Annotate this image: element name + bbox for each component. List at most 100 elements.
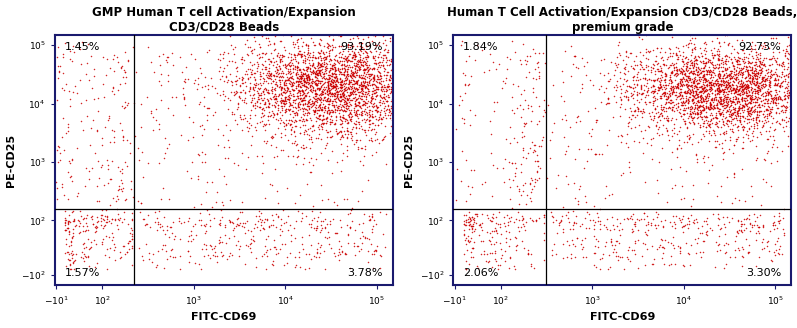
Point xyxy=(751,79,764,85)
Point xyxy=(720,74,732,80)
Point xyxy=(696,100,709,105)
Point xyxy=(763,128,775,133)
Point xyxy=(690,94,703,100)
Point xyxy=(519,219,532,224)
Point xyxy=(398,72,411,78)
Point xyxy=(521,102,534,108)
Point xyxy=(704,106,717,111)
Point xyxy=(687,89,700,94)
Point xyxy=(732,65,745,71)
Point xyxy=(110,198,123,204)
Point xyxy=(746,79,759,84)
Point xyxy=(668,102,681,108)
Point xyxy=(790,133,797,139)
Point xyxy=(752,83,764,88)
Point xyxy=(356,67,369,72)
Point xyxy=(380,87,393,92)
Point xyxy=(665,70,678,75)
Point xyxy=(308,90,321,95)
Point xyxy=(571,236,583,241)
Point xyxy=(506,108,519,113)
Point xyxy=(342,103,355,109)
Point xyxy=(689,236,701,241)
Point xyxy=(717,65,729,70)
Point xyxy=(288,52,300,58)
Point xyxy=(308,93,321,99)
Point xyxy=(379,93,392,98)
Point xyxy=(245,236,257,241)
Point xyxy=(648,88,661,93)
Point xyxy=(306,123,319,129)
Point xyxy=(145,59,158,65)
Point xyxy=(787,84,797,90)
Point xyxy=(561,238,574,244)
Point xyxy=(153,53,166,59)
Point xyxy=(778,66,791,72)
Point xyxy=(713,94,726,99)
Point xyxy=(327,44,340,50)
Point xyxy=(366,108,379,113)
Point xyxy=(790,95,797,100)
Point xyxy=(745,224,758,229)
Point xyxy=(720,56,732,61)
Point xyxy=(690,91,703,96)
Point xyxy=(265,81,277,86)
Point xyxy=(275,148,288,153)
Point xyxy=(512,83,524,89)
Point xyxy=(681,126,693,131)
Point xyxy=(528,183,540,189)
Point xyxy=(369,88,382,93)
Point xyxy=(710,114,723,119)
Point xyxy=(736,124,749,129)
Point xyxy=(392,89,405,94)
Point xyxy=(526,186,539,192)
Point xyxy=(340,127,353,132)
Point xyxy=(319,225,332,230)
Point xyxy=(458,82,471,87)
Point xyxy=(748,122,760,127)
Point xyxy=(763,105,775,110)
Point xyxy=(752,225,765,230)
Point xyxy=(359,78,371,83)
Point xyxy=(402,37,414,42)
Point xyxy=(247,95,260,101)
Point xyxy=(411,57,424,62)
Point xyxy=(368,249,381,254)
Point xyxy=(245,72,258,77)
Point xyxy=(249,125,261,130)
Point xyxy=(254,54,267,59)
Point xyxy=(675,89,688,94)
Point xyxy=(740,103,753,108)
Point xyxy=(253,73,266,78)
Point xyxy=(367,89,379,94)
Point xyxy=(289,123,301,129)
Point xyxy=(655,244,668,250)
Point xyxy=(79,183,92,188)
Point xyxy=(256,98,269,103)
Point xyxy=(180,65,193,70)
Point xyxy=(389,104,402,109)
Point xyxy=(713,99,725,105)
Point xyxy=(698,18,711,23)
Point xyxy=(359,67,371,72)
Point xyxy=(325,93,338,99)
Point xyxy=(700,78,713,83)
Point xyxy=(768,222,781,228)
Point xyxy=(732,71,744,76)
Point xyxy=(712,73,724,79)
Point xyxy=(674,89,687,94)
Point xyxy=(289,105,301,110)
Point xyxy=(752,224,765,229)
Point xyxy=(721,91,734,96)
Point xyxy=(457,121,470,126)
Point xyxy=(285,57,297,62)
Point xyxy=(200,50,213,55)
Point xyxy=(728,72,740,77)
Point xyxy=(122,100,135,106)
Point xyxy=(689,112,701,117)
Point xyxy=(406,57,418,62)
Point xyxy=(764,88,776,93)
Point xyxy=(91,219,104,224)
Point xyxy=(678,68,691,73)
Point xyxy=(359,101,371,106)
